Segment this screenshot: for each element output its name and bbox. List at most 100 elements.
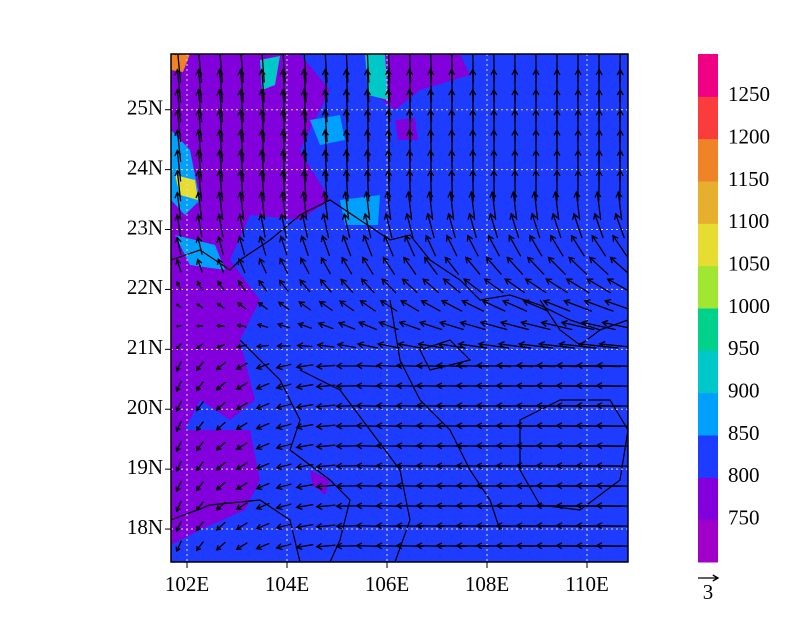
wind-arrow [175, 520, 182, 533]
wind-arrow [481, 299, 506, 312]
wind-arrow [315, 362, 336, 370]
wind-arrow [295, 463, 314, 471]
wind-arrow [355, 422, 380, 430]
wind-arrow [583, 299, 614, 312]
wind-arrow [175, 480, 182, 493]
wind-arrow [295, 423, 314, 431]
wind-arrow [175, 360, 182, 372]
wind-arrow [216, 88, 224, 123]
wind-arrow [295, 443, 314, 451]
grid [171, 54, 628, 562]
wind-arrow [315, 382, 336, 390]
wind-arrow [335, 482, 358, 490]
wind-arrow [338, 300, 355, 312]
wind-arrow [195, 381, 204, 392]
wind-arrow [423, 256, 438, 275]
wind-arrow [298, 301, 312, 311]
colorbar-segment [698, 350, 718, 394]
wind-arrow [279, 213, 288, 238]
wind-arrow [215, 521, 226, 531]
wind-arrow [406, 68, 414, 103]
wind-arrow [255, 482, 270, 490]
wind-arrow [255, 442, 270, 450]
x-tick-label: 102E [165, 572, 209, 596]
wind-arrow [215, 461, 226, 471]
wind-arrow [612, 234, 628, 257]
wind-arrow [321, 88, 329, 123]
colorbar-label: 750 [728, 505, 760, 529]
wind-arrow [215, 343, 226, 349]
wind-arrow [195, 324, 203, 328]
wind-arrow [237, 68, 245, 103]
wind-arrow [383, 234, 394, 257]
wind-arrow [215, 381, 226, 391]
wind-arrow [297, 322, 312, 329]
wind-arrow [320, 256, 332, 275]
wind-arrow [406, 149, 414, 182]
y-tick-label: 22N [127, 275, 163, 299]
colorbar-segment [698, 96, 718, 140]
wind-arrow [255, 382, 270, 390]
wind-arrow [404, 212, 414, 239]
wind-arrow [440, 299, 463, 312]
wind-arrow [315, 502, 336, 510]
wind-arrow [175, 540, 182, 553]
wind-arrow [275, 523, 292, 531]
wind-arrow [609, 256, 628, 275]
wind-arrow [295, 362, 314, 371]
wind-arrow [321, 108, 329, 142]
wind-arrow [595, 522, 628, 530]
wind-arrow [300, 68, 308, 103]
wind-arrow [300, 128, 308, 162]
axes: 102E 104E 106E 108E 110E 18N 19N 20N 21N 22N 23N 24… [127, 96, 609, 596]
wind-arrow [588, 256, 609, 276]
wind-vectors [174, 54, 628, 553]
wind-arrow [485, 256, 502, 276]
wind-arrow [174, 128, 182, 162]
wind-arrow [341, 234, 352, 257]
wind-arrow [216, 128, 224, 162]
wind-arrow [335, 462, 358, 470]
wind-arrow [321, 128, 329, 162]
wind-arrow [355, 482, 380, 490]
field-area [310, 115, 345, 145]
colorbar-label: 1000 [728, 294, 770, 318]
wind-arrow [175, 303, 182, 309]
wind-arrow [615, 190, 623, 221]
wind-arrow [300, 149, 308, 182]
wind-arrow [255, 363, 270, 370]
field-area [171, 54, 330, 430]
wind-arrow [574, 169, 582, 202]
wind-arrow [376, 341, 400, 349]
wind-arrow [315, 422, 336, 430]
wind-arrow [420, 300, 441, 312]
wind-arrow [174, 88, 182, 123]
wind-arrow [383, 212, 393, 239]
wind-arrow [235, 542, 248, 550]
wind-arrow [335, 402, 358, 410]
wind-arrow [341, 212, 351, 239]
wind-arrow [463, 278, 483, 294]
wind-arrow [237, 235, 246, 256]
colorbar-label: 850 [728, 421, 760, 445]
wind-arrow [315, 442, 336, 450]
wind-arrow [275, 423, 292, 431]
wind-arrow [258, 88, 266, 123]
colorbar-segment [698, 265, 718, 309]
wind-arrow [216, 257, 225, 274]
wind-arrow [236, 323, 247, 328]
reference-vector-label: 3 [703, 580, 714, 604]
y-tick-label: 21N [127, 335, 163, 359]
wind-arrow [508, 234, 522, 257]
wind-arrow [195, 149, 203, 182]
wind-arrow [235, 422, 248, 430]
wind-arrow [363, 190, 371, 221]
wind-arrow [404, 234, 416, 257]
wind-arrow [175, 380, 182, 393]
wind-arrow [195, 461, 204, 472]
wind-arrow [362, 234, 373, 257]
wind-arrow [275, 483, 292, 491]
wind-arrow [425, 212, 435, 239]
wind-arrow [363, 88, 371, 123]
wind-arrow [215, 541, 226, 551]
